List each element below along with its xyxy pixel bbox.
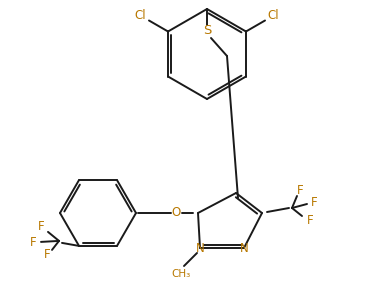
Text: F: F — [307, 214, 313, 226]
Text: F: F — [44, 249, 50, 261]
Text: N: N — [240, 242, 248, 255]
Text: N: N — [196, 242, 204, 255]
Text: F: F — [30, 236, 36, 249]
Text: F: F — [311, 196, 317, 210]
Text: Cl: Cl — [135, 9, 146, 22]
Text: CH₃: CH₃ — [172, 269, 191, 279]
Text: O: O — [172, 207, 181, 219]
Text: F: F — [38, 220, 44, 233]
Text: S: S — [203, 24, 211, 38]
Text: Cl: Cl — [268, 9, 280, 22]
Text: F: F — [297, 184, 303, 198]
